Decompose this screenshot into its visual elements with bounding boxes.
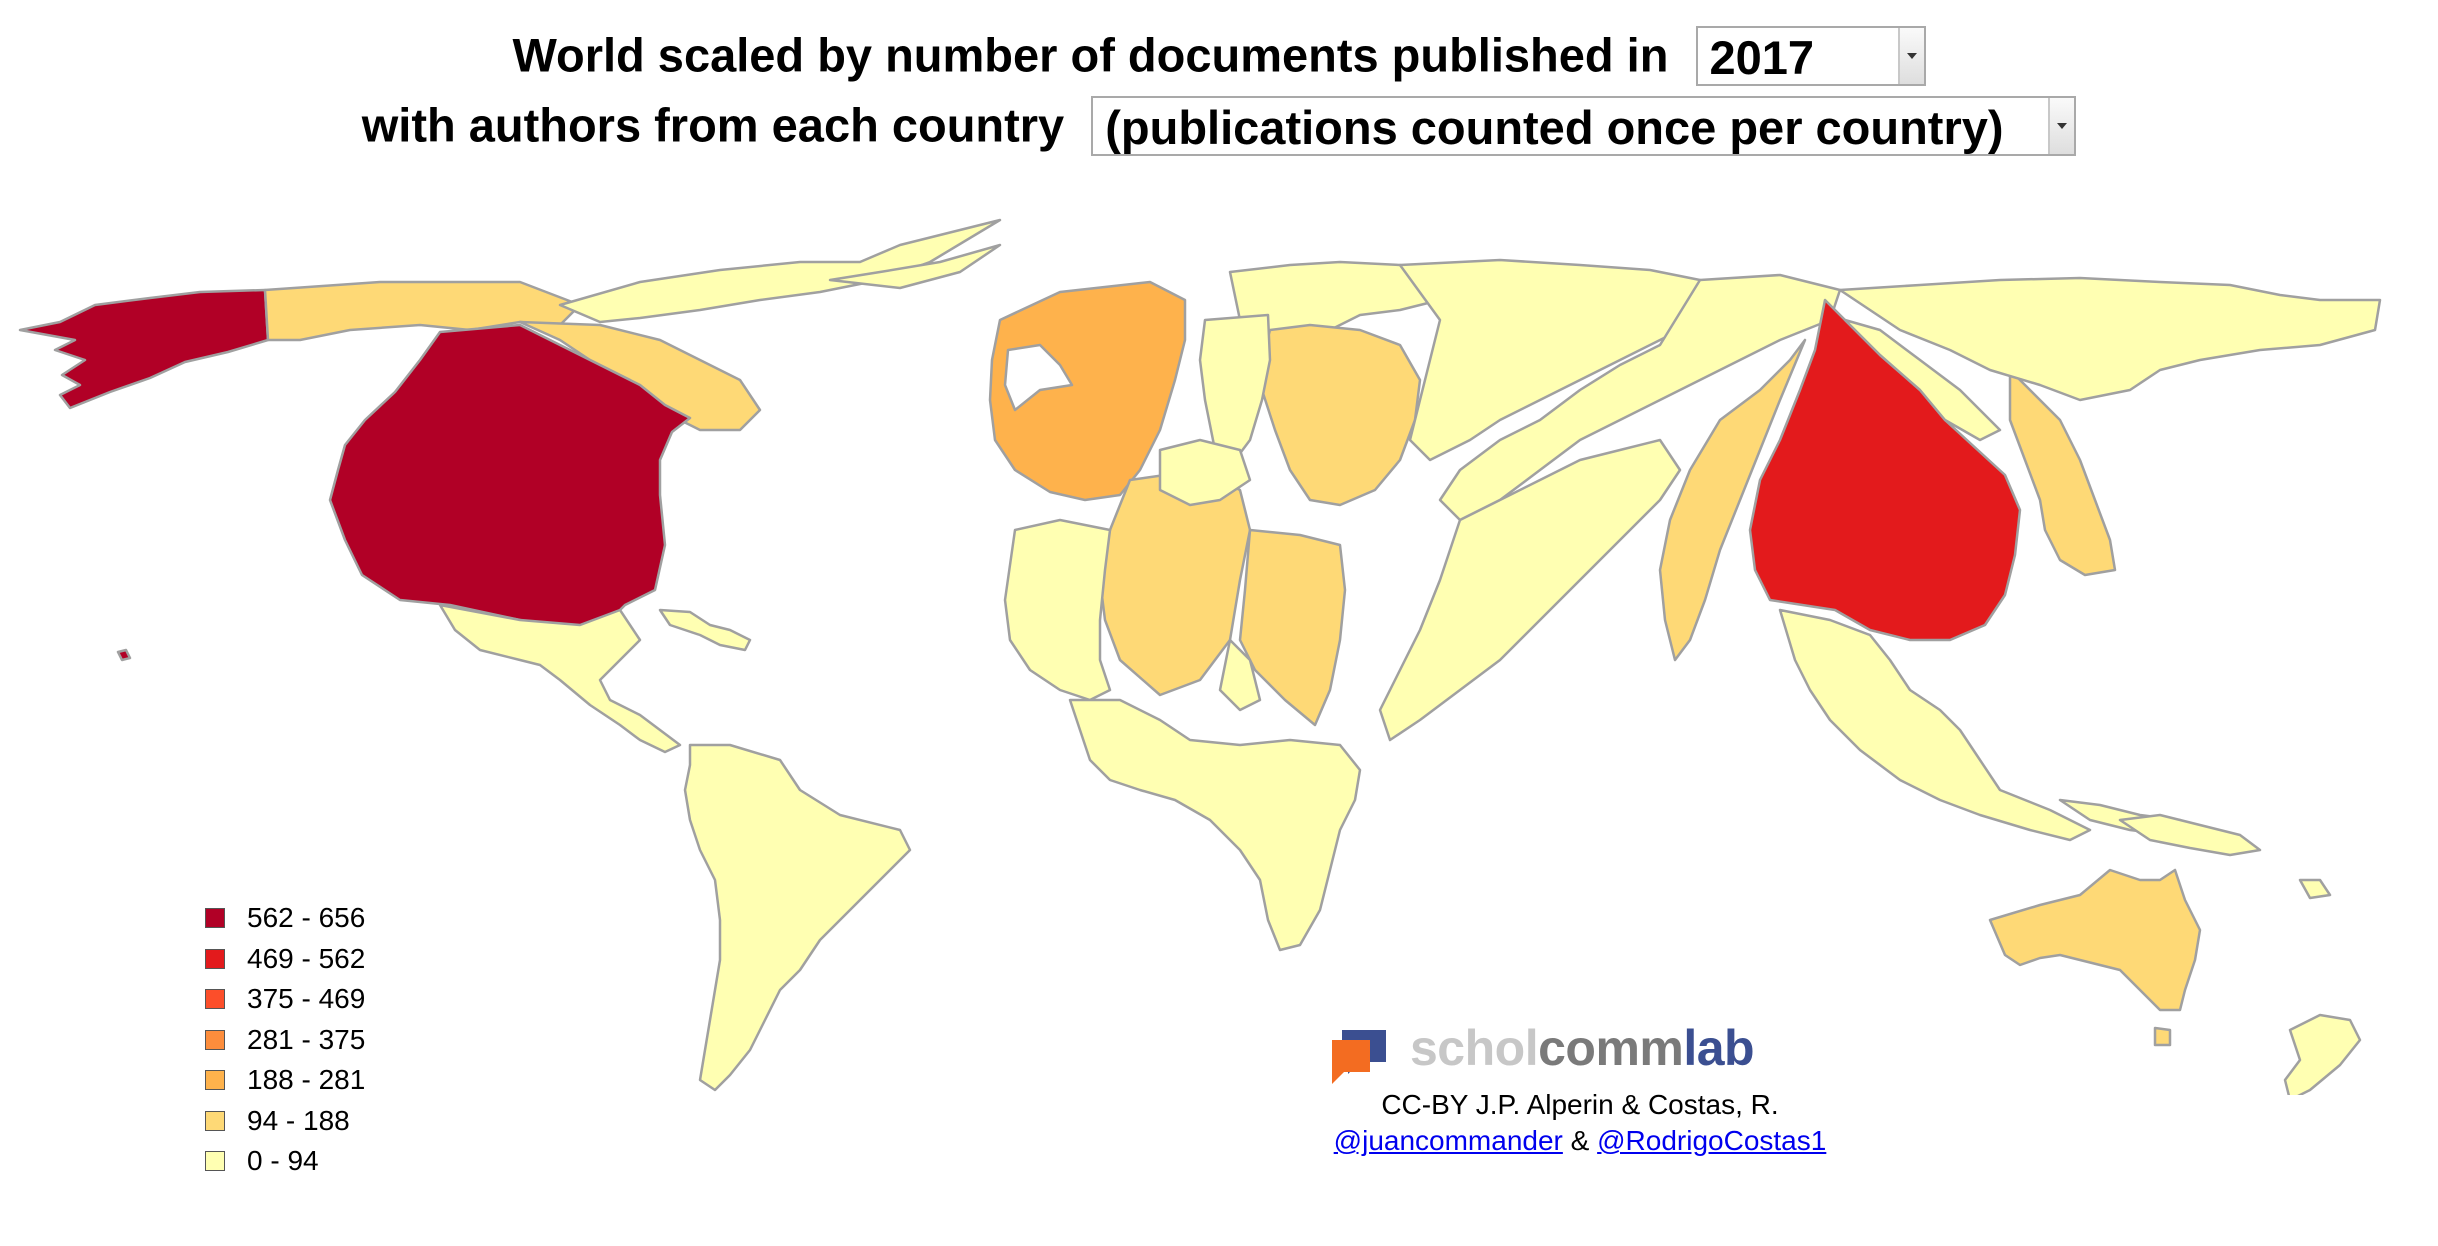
credit-links: @juancommander & @RodrigoCostas1 [1300, 1123, 1860, 1159]
region-germany[interactable] [1260, 323, 1422, 507]
legend-item: 469 - 562 [205, 939, 365, 980]
region-mexico[interactable] [438, 603, 682, 754]
legend-item: 281 - 375 [205, 1020, 365, 1061]
legend-swatch [205, 908, 225, 929]
region-switzerland[interactable] [1158, 438, 1252, 507]
count-method-select[interactable]: (publications counted once per country) [1091, 95, 2077, 156]
title-text-1: World scaled by number of documents publ… [512, 28, 1669, 82]
region-new-guinea[interactable] [2118, 813, 2262, 857]
cartogram-map [18, 218, 2382, 1095]
region-italy[interactable] [1218, 638, 1262, 712]
legend-label: 94 - 188 [247, 1104, 350, 1136]
legend-label: 188 - 281 [247, 1064, 366, 1096]
region-pacific-islands[interactable] [2298, 878, 2332, 900]
region-australia[interactable] [1988, 868, 2202, 1012]
region-japan[interactable] [2008, 368, 2117, 577]
region-eastern-europe[interactable] [1398, 258, 1722, 462]
legend-swatch [205, 1070, 225, 1091]
author-link-rodrigocostas[interactable]: @RodrigoCostas1 [1597, 1125, 1827, 1156]
region-spain[interactable] [1238, 528, 1347, 727]
region-new-zealand[interactable] [2283, 1013, 2362, 1095]
region-korea[interactable] [1843, 318, 2002, 442]
license-credit: CC-BY J.P. Alperin & Costas, R. [1381, 1089, 1779, 1120]
dropdown-arrow-icon[interactable] [2048, 97, 2075, 154]
brand-name: scholcommlab [1410, 1018, 1755, 1078]
title-line-1: World scaled by number of documents publ… [0, 22, 2438, 86]
region-india[interactable] [1658, 338, 1807, 662]
title-text-2: with authors from each country [361, 98, 1065, 152]
year-select-value: 2017 [1709, 30, 1815, 84]
credit-block: CC-BY J.P. Alperin & Costas, R. @juancom… [1300, 1087, 1860, 1159]
region-south-america[interactable] [683, 743, 912, 1092]
region-caribbean[interactable] [658, 608, 752, 652]
brand-name-part-3: lab [1683, 1020, 1755, 1076]
legend-item: 0 - 94 [205, 1141, 365, 1182]
title-line-2: with authors from each country (publicat… [0, 92, 2438, 156]
legend-swatch [205, 1151, 225, 1172]
legend-item: 562 - 656 [205, 898, 365, 939]
author-link-juancommander[interactable]: @juancommander [1333, 1125, 1563, 1156]
brand-name-part-2: comm [1538, 1020, 1684, 1076]
region-europe-south[interactable] [1003, 518, 1112, 702]
region-benelux[interactable] [1198, 313, 1272, 462]
region-russia[interactable] [1438, 273, 1842, 522]
legend-swatch [205, 989, 225, 1010]
map-legend: 562 - 656 469 - 562 375 - 469 281 - 375 188 … [205, 898, 365, 1182]
region-iceland[interactable] [828, 243, 1002, 290]
dropdown-arrow-icon[interactable] [1897, 27, 1924, 84]
legend-label: 0 - 94 [247, 1145, 319, 1177]
legend-label: 375 - 469 [247, 983, 366, 1015]
speech-bubbles-icon [1332, 1030, 1386, 1084]
legend-item: 375 - 469 [205, 979, 365, 1020]
legend-swatch [205, 1029, 225, 1050]
legend-item: 188 - 281 [205, 1060, 365, 1101]
region-hawaii[interactable] [116, 648, 132, 662]
region-russia-east[interactable] [1838, 276, 2382, 402]
brand-name-part-1: schol [1410, 1020, 1539, 1076]
region-southeast-asia[interactable] [1778, 608, 2092, 842]
region-africa[interactable] [1068, 698, 1362, 952]
legend-swatch [205, 1110, 225, 1131]
legend-item: 94 - 188 [205, 1101, 365, 1142]
legend-swatch [205, 948, 225, 969]
ampersand: & [1570, 1125, 1590, 1156]
region-arctic-islands[interactable] [558, 218, 1002, 324]
region-ireland[interactable] [1003, 343, 1074, 412]
year-select[interactable]: 2017 [1695, 25, 1926, 86]
count-method-select-value: (publications counted once per country) [1105, 100, 2004, 154]
legend-label: 469 - 562 [247, 942, 366, 974]
region-alaska[interactable] [18, 288, 270, 410]
legend-label: 281 - 375 [247, 1023, 366, 1055]
legend-label: 562 - 656 [247, 902, 366, 934]
region-middle-east[interactable] [1378, 438, 1682, 742]
region-tasmania[interactable] [2153, 1026, 2172, 1047]
